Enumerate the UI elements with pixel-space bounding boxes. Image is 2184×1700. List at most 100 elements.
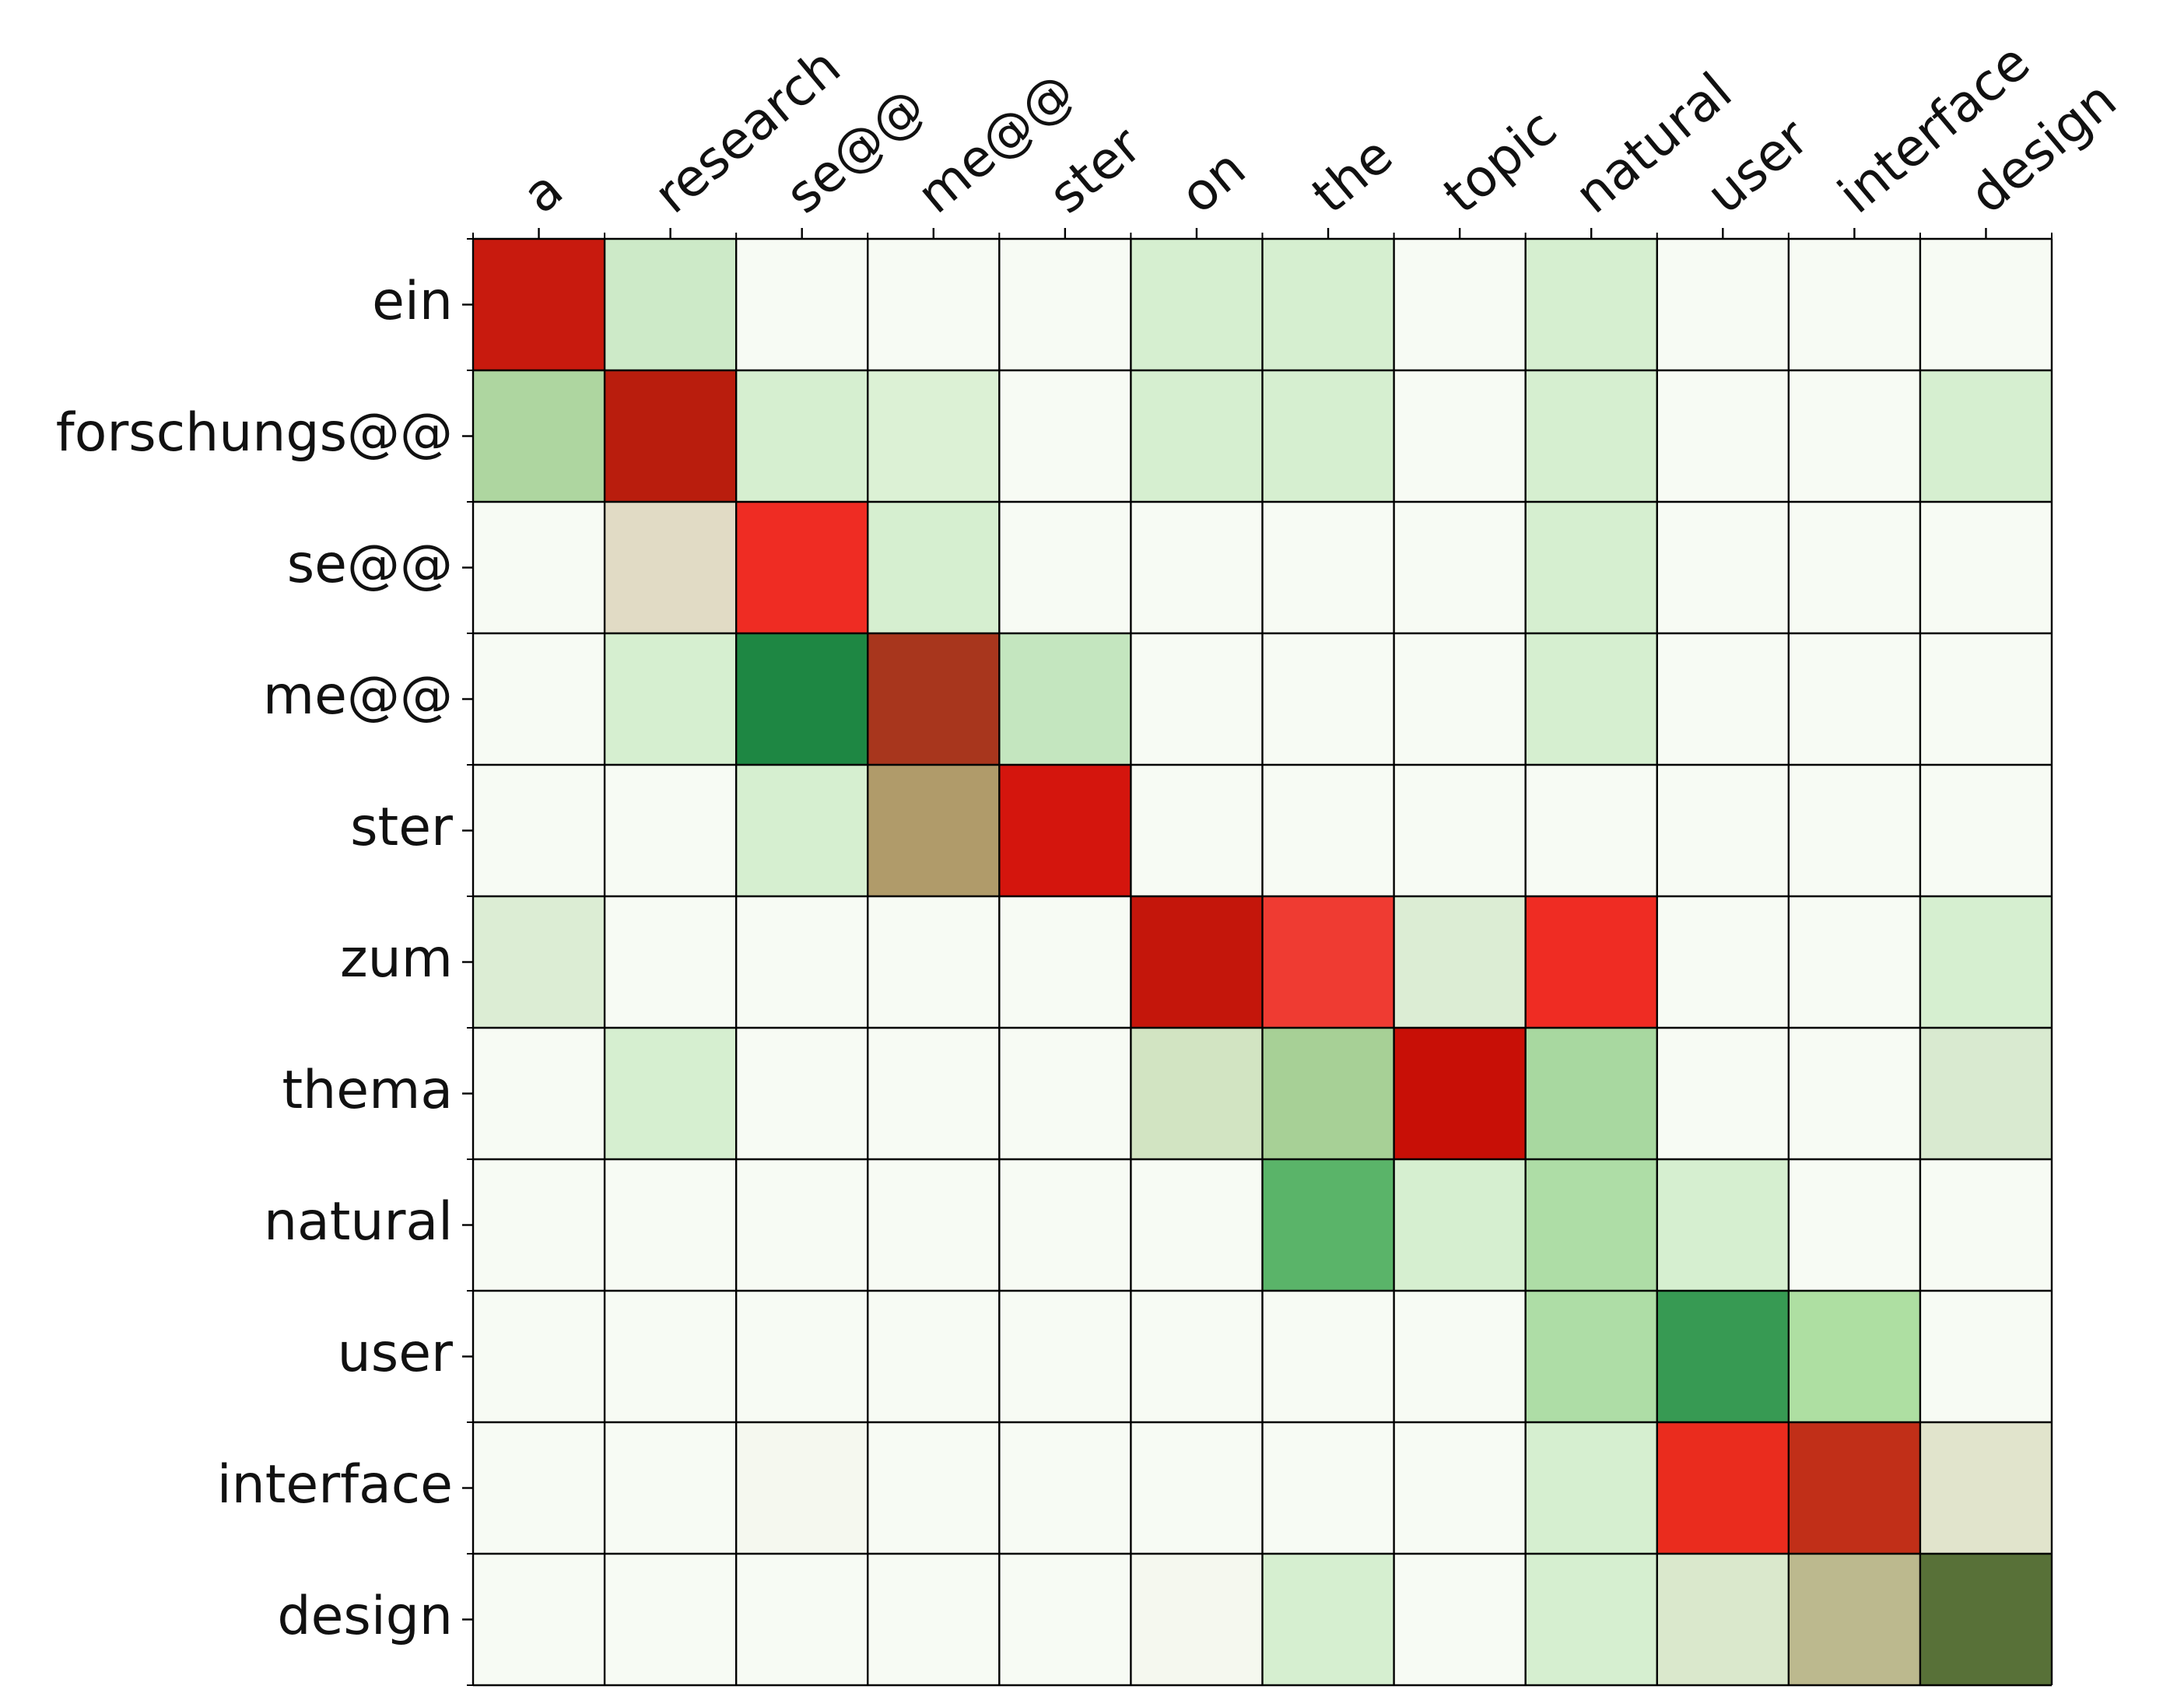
heatmap-cell-ster-topic <box>1393 765 1526 896</box>
heatmap-cell-me@@-design <box>1919 633 2052 765</box>
heatmap-cell-natural-design <box>1919 1159 2052 1291</box>
heatmap-cell-user-me@@ <box>868 1291 1000 1422</box>
y-tick-label: ein <box>372 271 453 332</box>
heatmap-cell-forschungs@@-interface <box>1788 370 1920 502</box>
heatmap-cell-ster-se@@ <box>736 765 868 896</box>
heatmap-cell-interface-ster <box>999 1422 1131 1554</box>
heatmap-cell-zum-user <box>1656 896 1789 1028</box>
heatmap-cell-thema-the <box>1262 1028 1394 1159</box>
axis-ticks <box>462 228 2053 1686</box>
heatmap-cell-zum-natural <box>1525 896 1657 1028</box>
x-tick-label: topic <box>1432 98 1568 226</box>
y-tick-label: thema <box>282 1060 453 1121</box>
heatmap-cell-forschungs@@-natural <box>1525 370 1657 502</box>
heatmap-cell-design-me@@ <box>868 1554 1000 1685</box>
heatmap-cell-interface-interface <box>1788 1422 1920 1554</box>
heatmap-cell-design-ster <box>999 1554 1131 1685</box>
heatmap-cell-interface-natural <box>1525 1422 1657 1554</box>
heatmap-cell-forschungs@@-research <box>605 370 737 502</box>
heatmap-cell-se@@-design <box>1919 502 2052 633</box>
heatmap-cell-forschungs@@-se@@ <box>736 370 868 502</box>
heatmap-cell-user-topic <box>1393 1291 1526 1422</box>
heatmap-cell-se@@-topic <box>1393 502 1526 633</box>
heatmap-cell-me@@-a <box>473 633 605 765</box>
heatmap-cell-design-natural <box>1525 1554 1657 1685</box>
heatmap-cell-interface-a <box>473 1422 605 1554</box>
y-tick-label: interface <box>217 1454 453 1516</box>
heatmap-cell-interface-the <box>1262 1422 1394 1554</box>
heatmap-cell-natural-the <box>1262 1159 1394 1291</box>
heatmap-cell-forschungs@@-me@@ <box>868 370 1000 502</box>
heatmap-cell-me@@-the <box>1262 633 1394 765</box>
heatmap-cell-interface-topic <box>1393 1422 1526 1554</box>
heatmap-cell-thema-design <box>1919 1028 2052 1159</box>
heatmap-cell-forschungs@@-ster <box>999 370 1131 502</box>
heatmap-cell-design-topic <box>1393 1554 1526 1685</box>
y-tick-label: se@@ <box>287 534 453 595</box>
heatmap-cell-forschungs@@-topic <box>1393 370 1526 502</box>
heatmap-cell-ein-ster <box>999 239 1131 370</box>
heatmap-cell-zum-research <box>605 896 737 1028</box>
heatmap-cell-user-interface <box>1788 1291 1920 1422</box>
heatmap-cell-interface-user <box>1656 1422 1789 1554</box>
heatmap-cell-thema-natural <box>1525 1028 1657 1159</box>
heatmap-cell-se@@-interface <box>1788 502 1920 633</box>
heatmap-cell-thema-ster <box>999 1028 1131 1159</box>
heatmap-cell-zum-ster <box>999 896 1131 1028</box>
heatmap-cell-interface-design <box>1919 1422 2052 1554</box>
heatmap-cell-me@@-me@@ <box>868 633 1000 765</box>
heatmap-cell-interface-me@@ <box>868 1422 1000 1554</box>
heatmap-cell-user-user <box>1656 1291 1789 1422</box>
heatmap-cell-natural-user <box>1656 1159 1789 1291</box>
heatmap-cell-ein-natural <box>1525 239 1657 370</box>
heatmap-cell-me@@-user <box>1656 633 1789 765</box>
heatmap-cell-ein-the <box>1262 239 1394 370</box>
x-tick-label: a <box>511 159 573 225</box>
heatmap-cell-zum-design <box>1919 896 2052 1028</box>
heatmap-cell-interface-se@@ <box>736 1422 868 1554</box>
heatmap-cell-natural-a <box>473 1159 605 1291</box>
heatmap-cell-thema-on <box>1131 1028 1263 1159</box>
heatmap-cell-design-a <box>473 1554 605 1685</box>
heatmap-cell-design-the <box>1262 1554 1394 1685</box>
heatmap-cell-design-design <box>1919 1554 2052 1685</box>
heatmap-cell-se@@-a <box>473 502 605 633</box>
heatmap-cell-ster-research <box>605 765 737 896</box>
heatmap-cell-natural-me@@ <box>868 1159 1000 1291</box>
y-tick-labels: ein forschungs@@ se@@ me@@ ster zum thema natur… <box>56 271 453 1647</box>
y-tick-label: zum <box>340 928 453 990</box>
heatmap-cell-natural-se@@ <box>736 1159 868 1291</box>
heatmap-cell-user-the <box>1262 1291 1394 1422</box>
heatmap-cell-zum-se@@ <box>736 896 868 1028</box>
heatmap-cell-me@@-natural <box>1525 633 1657 765</box>
heatmap-cell-me@@-on <box>1131 633 1263 765</box>
heatmap-cell-user-a <box>473 1291 605 1422</box>
heatmap-cell-me@@-topic <box>1393 633 1526 765</box>
y-tick-label: forschungs@@ <box>56 402 453 464</box>
heatmap-cell-thema-se@@ <box>736 1028 868 1159</box>
heatmap-cell-natural-on <box>1131 1159 1263 1291</box>
x-tick-label: the <box>1301 125 1404 226</box>
heatmap-cell-ein-me@@ <box>868 239 1000 370</box>
x-tick-label: on <box>1169 138 1257 225</box>
heatmap-cell-ster-a <box>473 765 605 896</box>
heatmap-cell-natural-interface <box>1788 1159 1920 1291</box>
heatmap-cell-user-ster <box>999 1291 1131 1422</box>
heatmap-cell-thema-topic <box>1393 1028 1526 1159</box>
heatmap-cell-user-research <box>605 1291 737 1422</box>
heatmap-cell-interface-research <box>605 1422 737 1554</box>
heatmap-cell-natural-topic <box>1393 1159 1526 1291</box>
heatmap-cell-ster-user <box>1656 765 1789 896</box>
heatmap-cell-design-user <box>1656 1554 1789 1685</box>
heatmap-cell-ein-a <box>473 239 605 370</box>
heatmap-cell-thema-me@@ <box>868 1028 1000 1159</box>
heatmap-cell-user-design <box>1919 1291 2052 1422</box>
heatmap-cell-se@@-on <box>1131 502 1263 633</box>
heatmap-cell-forschungs@@-design <box>1919 370 2052 502</box>
heatmap-cell-ster-interface <box>1788 765 1920 896</box>
heatmap-cell-se@@-se@@ <box>736 502 868 633</box>
heatmap-cell-user-natural <box>1525 1291 1657 1422</box>
heatmap-cell-zum-interface <box>1788 896 1920 1028</box>
heatmap-cell-design-research <box>605 1554 737 1685</box>
